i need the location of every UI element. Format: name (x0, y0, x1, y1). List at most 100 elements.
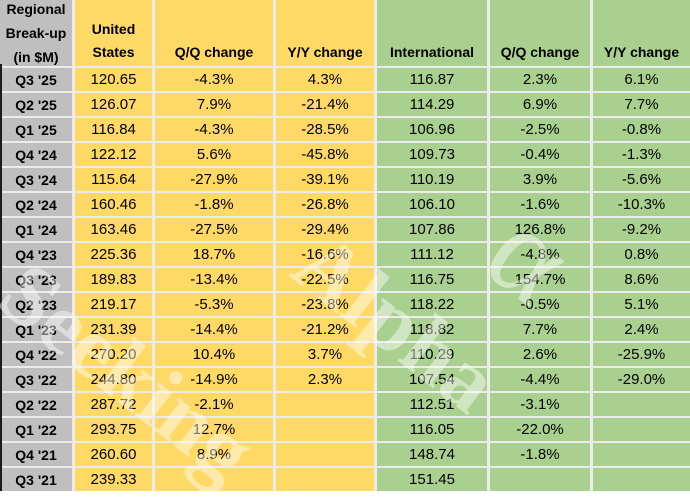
data-cell[interactable]: 154.7% (490, 268, 590, 291)
data-cell[interactable]: -1.3% (593, 143, 690, 166)
data-cell[interactable]: 0.8% (593, 243, 690, 266)
data-cell[interactable]: 2.6% (490, 343, 590, 366)
data-cell[interactable]: -5.6% (593, 168, 690, 191)
data-cell[interactable]: -45.8% (276, 143, 374, 166)
data-cell[interactable]: 219.17 (75, 293, 152, 316)
row-label[interactable]: Q4 '24 (0, 143, 72, 166)
data-cell[interactable]: -1.6% (490, 193, 590, 216)
data-cell[interactable]: 239.33 (75, 468, 152, 491)
data-cell[interactable]: -0.5% (490, 293, 590, 316)
data-cell[interactable]: 260.60 (75, 443, 152, 466)
data-cell[interactable]: 7.7% (593, 93, 690, 116)
data-cell[interactable]: 151.45 (377, 468, 487, 491)
corner-header-cell[interactable]: Regional Break-up (in $M) (0, 0, 72, 66)
data-cell[interactable]: -27.9% (155, 168, 273, 191)
data-cell[interactable]: 116.84 (75, 118, 152, 141)
row-label[interactable]: Q3 '25 (0, 68, 72, 91)
data-cell[interactable]: 244.80 (75, 368, 152, 391)
data-cell[interactable]: 2.3% (490, 68, 590, 91)
data-cell[interactable]: -5.3% (155, 293, 273, 316)
data-cell[interactable]: 120.65 (75, 68, 152, 91)
data-cell[interactable]: -4.3% (155, 118, 273, 141)
data-cell[interactable] (490, 468, 590, 491)
data-cell[interactable]: -21.4% (276, 93, 374, 116)
data-cell[interactable] (276, 468, 374, 491)
data-cell[interactable]: 6.9% (490, 93, 590, 116)
data-cell[interactable]: 3.7% (276, 343, 374, 366)
data-cell[interactable]: 6.1% (593, 68, 690, 91)
data-cell[interactable]: 118.82 (377, 318, 487, 341)
data-cell[interactable]: 5.1% (593, 293, 690, 316)
data-cell[interactable]: -0.4% (490, 143, 590, 166)
row-label[interactable]: Q1 '22 (0, 418, 72, 441)
data-cell[interactable]: 106.96 (377, 118, 487, 141)
data-cell[interactable]: 114.29 (377, 93, 487, 116)
data-cell[interactable]: 12.7% (155, 418, 273, 441)
row-label[interactable]: Q4 '22 (0, 343, 72, 366)
data-cell[interactable]: 111.12 (377, 243, 487, 266)
data-cell[interactable]: -14.4% (155, 318, 273, 341)
data-cell[interactable]: -21.2% (276, 318, 374, 341)
data-cell[interactable]: 287.72 (75, 393, 152, 416)
row-label[interactable]: Q2 '23 (0, 293, 72, 316)
data-cell[interactable]: 293.75 (75, 418, 152, 441)
row-label[interactable]: Q3 '22 (0, 368, 72, 391)
data-cell[interactable]: 4.3% (276, 68, 374, 91)
data-cell[interactable]: 148.74 (377, 443, 487, 466)
data-cell[interactable]: 126.07 (75, 93, 152, 116)
data-cell[interactable]: 116.05 (377, 418, 487, 441)
data-cell[interactable]: -9.2% (593, 218, 690, 241)
data-cell[interactable]: -2.1% (155, 393, 273, 416)
data-cell[interactable]: 106.10 (377, 193, 487, 216)
data-cell[interactable]: -10.3% (593, 193, 690, 216)
data-cell[interactable]: -1.8% (155, 193, 273, 216)
row-label[interactable]: Q2 '24 (0, 193, 72, 216)
data-cell[interactable]: -28.5% (276, 118, 374, 141)
data-cell[interactable]: 18.7% (155, 243, 273, 266)
data-cell[interactable] (276, 443, 374, 466)
data-cell[interactable]: 231.39 (75, 318, 152, 341)
data-cell[interactable]: 2.3% (276, 368, 374, 391)
column-header-international[interactable]: International (377, 0, 487, 66)
data-cell[interactable]: -22.0% (490, 418, 590, 441)
data-cell[interactable]: -23.8% (276, 293, 374, 316)
data-cell[interactable]: -4.4% (490, 368, 590, 391)
data-cell[interactable]: 112.51 (377, 393, 487, 416)
data-cell[interactable]: 110.29 (377, 343, 487, 366)
data-cell[interactable]: 5.6% (155, 143, 273, 166)
row-label[interactable]: Q2 '22 (0, 393, 72, 416)
data-cell[interactable]: 7.7% (490, 318, 590, 341)
data-cell[interactable]: 122.12 (75, 143, 152, 166)
data-cell[interactable]: -13.4% (155, 268, 273, 291)
row-label[interactable]: Q2 '25 (0, 93, 72, 116)
data-cell[interactable] (276, 393, 374, 416)
data-cell[interactable] (155, 468, 273, 491)
data-cell[interactable]: 126.8% (490, 218, 590, 241)
row-label[interactable]: Q1 '24 (0, 218, 72, 241)
row-label[interactable]: Q3 '24 (0, 168, 72, 191)
data-cell[interactable]: 107.86 (377, 218, 487, 241)
data-cell[interactable]: -3.1% (490, 393, 590, 416)
data-cell[interactable]: 116.75 (377, 268, 487, 291)
data-cell[interactable]: -4.8% (490, 243, 590, 266)
data-cell[interactable] (593, 418, 690, 441)
data-cell[interactable] (593, 393, 690, 416)
data-cell[interactable]: -29.0% (593, 368, 690, 391)
row-label[interactable]: Q1 '23 (0, 318, 72, 341)
data-cell[interactable]: 116.87 (377, 68, 487, 91)
data-cell[interactable]: 3.9% (490, 168, 590, 191)
data-cell[interactable]: 270.20 (75, 343, 152, 366)
data-cell[interactable]: 2.4% (593, 318, 690, 341)
data-cell[interactable]: 118.22 (377, 293, 487, 316)
data-cell[interactable] (593, 443, 690, 466)
column-header-united-states[interactable]: United States (75, 0, 152, 66)
data-cell[interactable]: 110.19 (377, 168, 487, 191)
data-cell[interactable]: 163.46 (75, 218, 152, 241)
data-cell[interactable]: -26.8% (276, 193, 374, 216)
data-cell[interactable]: 7.9% (155, 93, 273, 116)
row-label[interactable]: Q4 '23 (0, 243, 72, 266)
data-cell[interactable] (593, 468, 690, 491)
data-cell[interactable]: -14.9% (155, 368, 273, 391)
data-cell[interactable] (276, 418, 374, 441)
column-header-us-qq-change[interactable]: Q/Q change (155, 0, 273, 66)
